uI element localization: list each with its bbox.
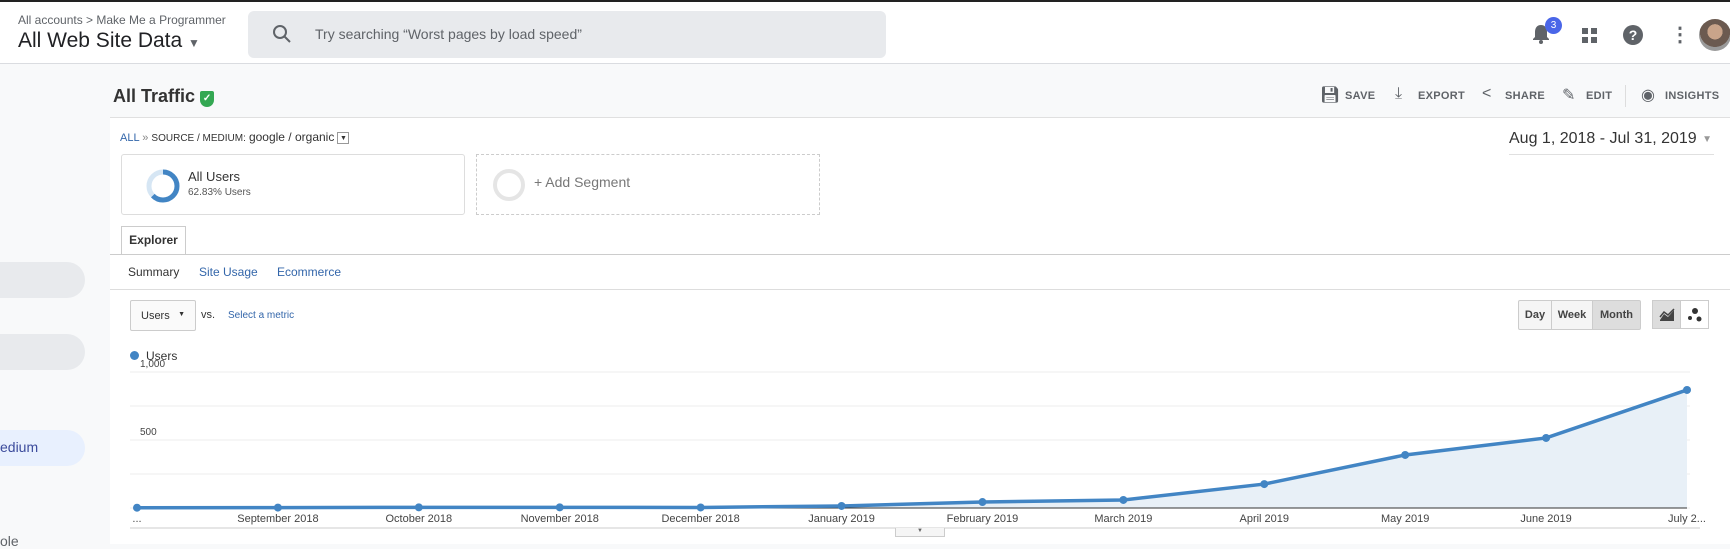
data-point [1119, 495, 1128, 504]
search-placeholder: Try searching “Worst pages by load speed… [315, 26, 582, 42]
y-tick-label: 500 [140, 427, 157, 438]
subtab-summary[interactable]: Summary [128, 265, 180, 279]
filter-breadcrumb: ALL » SOURCE / MEDIUM: google / organic … [120, 130, 350, 145]
save-button[interactable]: SAVE [1345, 90, 1376, 102]
data-point [978, 498, 987, 507]
filter-dimension: SOURCE / MEDIUM: [151, 133, 246, 144]
caret-down-icon: ▼ [917, 528, 923, 534]
notification-badge: 3 [1545, 17, 1562, 34]
caret-down-icon: ▼ [178, 311, 185, 318]
empty-segment-circle-icon [493, 169, 525, 201]
x-tick-label: September 2018 [237, 513, 319, 525]
x-tick-label: March 2019 [1094, 513, 1153, 525]
bubbles-icon [1687, 308, 1701, 322]
edit-button[interactable]: EDIT [1586, 90, 1613, 102]
caret-down-icon: ▼ [188, 36, 200, 50]
subtab-ecommerce[interactable]: Ecommerce [277, 265, 342, 279]
export-button[interactable]: EXPORT [1418, 90, 1466, 102]
x-tick-label: February 2019 [946, 513, 1019, 525]
subtabs-divider [110, 289, 1730, 290]
caret-down-icon: ▼ [1702, 134, 1712, 145]
metric-dropdown[interactable]: Users ▼ [130, 300, 196, 331]
granularity-month-button[interactable]: Month [1592, 300, 1641, 330]
x-tick-label: December 2018 [661, 513, 740, 525]
data-point [696, 503, 705, 512]
granularity-day-button[interactable]: Day [1518, 300, 1552, 330]
help-icon[interactable]: ? [1623, 25, 1643, 45]
date-range-picker[interactable]: Aug 1, 2018 - Jul 31, 2019 ▼ [1509, 130, 1714, 155]
filter-dropdown-icon[interactable]: ▼ [337, 132, 350, 145]
verified-shield-icon: ✓ [200, 91, 215, 107]
date-range-text: Aug 1, 2018 - Jul 31, 2019 [1509, 130, 1697, 147]
chart-expand-toggle[interactable]: ▼ [895, 528, 945, 537]
edit-pencil-icon: ✎ [1562, 87, 1576, 104]
sidebar-item[interactable] [0, 262, 85, 298]
x-tick-label: October 2018 [385, 513, 453, 525]
add-segment-button[interactable]: + Add Segment [476, 154, 820, 215]
top-bar: All accounts > Make Me a Programmer All … [0, 0, 1730, 64]
legend-swatch [130, 351, 139, 360]
property-name: All Web Site Data [18, 29, 183, 52]
avatar[interactable] [1699, 19, 1730, 51]
search-icon [273, 25, 291, 43]
data-point [273, 503, 282, 512]
subtab-site-usage[interactable]: Site Usage [199, 265, 258, 279]
x-tick-label: ... [132, 513, 142, 525]
metric-value: Users [141, 310, 170, 322]
x-tick-label: June 2019 [1520, 513, 1572, 525]
segment-all-users[interactable]: All Users 62.83% Users [121, 154, 465, 215]
more-vert-icon[interactable]: ⋮ [1670, 24, 1690, 46]
page-title: All Traffic ✓ [113, 86, 215, 107]
vs-label: vs. [201, 309, 216, 321]
search-input[interactable]: Try searching “Worst pages by load speed… [248, 11, 886, 58]
export-icon: ⤓ [1395, 85, 1403, 102]
sidebar-item-source-medium[interactable]: edium [0, 430, 85, 466]
line-chart-icon [1658, 308, 1675, 321]
share-icon: < [1482, 85, 1492, 102]
segment-donut-icon [146, 169, 180, 203]
insights-icon: ◉ [1641, 87, 1655, 104]
data-point [133, 503, 141, 512]
select-metric-link[interactable]: Select a metric [228, 310, 295, 321]
filter-value: google / organic [248, 130, 335, 144]
chart-legend: Users [130, 349, 177, 363]
sidebar-item[interactable] [0, 334, 85, 370]
apps-grid-icon[interactable] [1582, 28, 1598, 44]
share-button[interactable]: SHARE [1505, 90, 1546, 102]
line-chart-button[interactable] [1652, 300, 1681, 329]
breadcrumb-all-link[interactable]: ALL [120, 132, 140, 144]
data-point [414, 503, 423, 512]
segment-name: All Users [188, 169, 241, 184]
series-line [136, 388, 1688, 510]
motion-chart-button[interactable] [1680, 300, 1709, 329]
segment-detail: 62.83% Users [188, 187, 251, 198]
save-icon: 💾︎ [1320, 87, 1341, 104]
y-tick-label: 1,000 [140, 359, 165, 370]
toolbar-divider [1625, 85, 1626, 107]
tab-explorer[interactable]: Explorer [121, 226, 186, 255]
data-point [1401, 450, 1410, 459]
legend-label: Users [146, 349, 178, 363]
x-tick-label: May 2019 [1381, 513, 1430, 525]
tabs-divider [110, 254, 1730, 255]
page-title-text: All Traffic [113, 86, 196, 106]
data-point [1542, 433, 1551, 442]
data-point [1260, 480, 1269, 489]
account-breadcrumb[interactable]: All accounts > Make Me a Programmer [18, 13, 226, 27]
x-tick-label: July 2... [1668, 513, 1706, 525]
x-tick-label: April 2019 [1239, 513, 1290, 525]
property-selector[interactable]: All Web Site Data ▼ [18, 29, 200, 53]
data-point [555, 503, 564, 512]
add-segment-label: + Add Segment [534, 174, 631, 190]
insights-button[interactable]: INSIGHTS [1665, 90, 1720, 102]
breadcrumb-separator: » [142, 132, 149, 144]
x-tick-label: November 2018 [520, 513, 599, 525]
x-tick-label: January 2019 [808, 513, 875, 525]
data-point [1683, 385, 1691, 394]
data-point [837, 501, 846, 510]
